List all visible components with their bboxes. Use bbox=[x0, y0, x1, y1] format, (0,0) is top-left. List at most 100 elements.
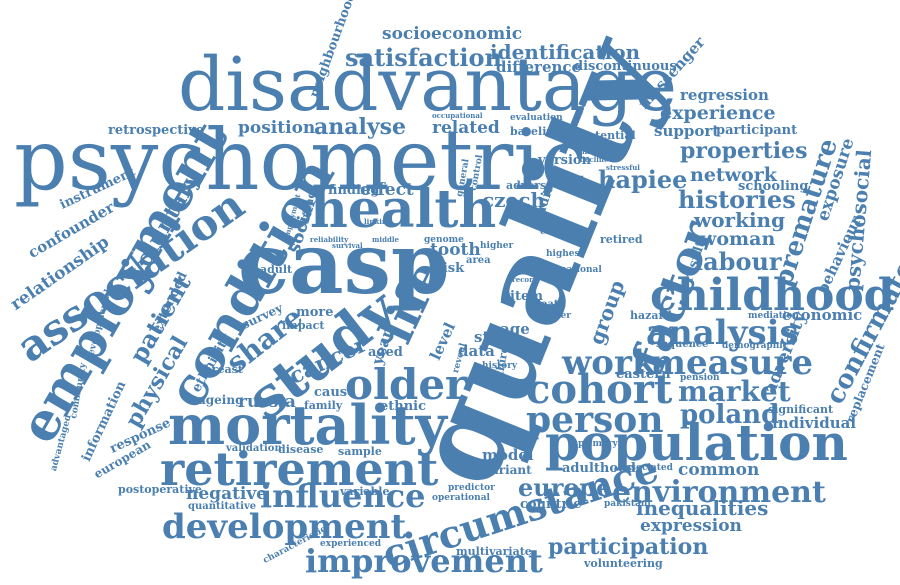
word-cluster: cluster bbox=[540, 227, 576, 237]
word-tooth: tooth bbox=[430, 240, 481, 260]
word-evaluation: evaluation bbox=[510, 113, 563, 123]
word-ageing: ageing bbox=[198, 393, 244, 407]
word-family: family bbox=[304, 399, 343, 412]
word-measure: measure bbox=[650, 343, 814, 383]
word-baseline: baseline bbox=[510, 125, 562, 138]
word-health: health bbox=[310, 179, 497, 240]
word-difference: difference bbox=[496, 58, 582, 76]
word-highest: highest bbox=[546, 249, 584, 259]
word-adverse: adverse bbox=[506, 179, 554, 192]
word-russia: russia bbox=[238, 392, 296, 412]
word-czech: czech bbox=[482, 188, 545, 212]
word-ethnic: ethnic bbox=[380, 399, 427, 414]
word-related: related bbox=[432, 118, 500, 138]
word-negative: negative bbox=[186, 484, 268, 504]
word-labour: labour bbox=[694, 247, 782, 276]
word-variant: variant bbox=[484, 463, 532, 477]
word-pakistani: pakistani bbox=[604, 499, 651, 509]
word-mediation: mediation bbox=[748, 311, 799, 321]
word-model: model bbox=[482, 446, 534, 464]
word-eastern: eastern bbox=[616, 367, 671, 382]
word-retired: retired bbox=[600, 233, 643, 246]
word-genome: genome bbox=[424, 235, 464, 245]
word-participation: participation bbox=[548, 534, 709, 560]
word-market: market bbox=[678, 375, 791, 408]
word-volunteering: volunteering bbox=[584, 557, 663, 570]
word-breast: breast bbox=[204, 363, 243, 376]
word-sequence: sequence bbox=[656, 339, 709, 350]
word-important: important bbox=[582, 147, 622, 156]
word-participant: participant bbox=[716, 123, 798, 138]
word-impact: impact bbox=[282, 319, 325, 332]
word-finding: finding bbox=[328, 183, 380, 198]
word-schooling: schooling bbox=[738, 179, 809, 194]
word-woman: woman bbox=[700, 228, 776, 250]
word-primary: primary bbox=[578, 439, 618, 449]
word-version: version bbox=[538, 153, 592, 168]
word-adult: adult bbox=[260, 263, 293, 276]
word-position: position bbox=[238, 118, 316, 138]
word-age: age bbox=[500, 320, 530, 338]
word-decline: decline bbox=[580, 155, 609, 164]
word-development: development bbox=[162, 507, 407, 547]
word-cohort: cohort bbox=[526, 366, 673, 413]
word-working: working bbox=[694, 208, 786, 232]
word-childhood: childhood bbox=[650, 270, 895, 321]
word-pension: pension bbox=[680, 373, 720, 383]
word-countrie: countrie bbox=[520, 497, 582, 512]
word-experienced: experienced bbox=[320, 539, 382, 549]
word-demographic: demographic bbox=[722, 341, 789, 351]
word-inequalities: inequalities bbox=[636, 496, 769, 520]
word-operational: operational bbox=[432, 493, 490, 503]
word-expression: expression bbox=[640, 516, 742, 536]
word-variable: variable bbox=[340, 485, 390, 498]
word-stressful: stressful bbox=[606, 163, 640, 172]
word-higher: higher bbox=[480, 241, 514, 251]
word-economic: economic bbox=[782, 306, 863, 324]
word-postoperative: postoperative bbox=[118, 483, 202, 496]
word-poland: poland bbox=[680, 400, 780, 430]
word-disease: disease bbox=[278, 443, 324, 456]
word-regression: regression bbox=[680, 86, 769, 104]
word-improvement: improvement bbox=[305, 542, 543, 580]
word-common: common bbox=[678, 460, 760, 480]
word-retirement: retirement bbox=[160, 442, 439, 496]
word-risk: risk bbox=[436, 261, 465, 276]
word-occupational: occupational bbox=[432, 111, 483, 120]
word-record: record bbox=[512, 275, 538, 284]
word-history: history bbox=[482, 361, 518, 371]
word-reliability: reliability bbox=[310, 235, 349, 244]
word-work: work bbox=[562, 343, 656, 383]
word-data: data bbox=[458, 342, 495, 360]
word-associated: associated bbox=[620, 463, 673, 473]
word-retrospective: retrospective bbox=[108, 123, 205, 138]
word-potential: potential bbox=[580, 129, 636, 142]
word-predictor: predictor bbox=[448, 483, 495, 493]
word-significant: significant bbox=[768, 403, 834, 416]
word-influence: influence bbox=[260, 477, 426, 515]
word-experience: experience bbox=[660, 102, 776, 124]
word-casp: casp bbox=[238, 214, 450, 313]
word-histories: histories bbox=[678, 185, 796, 214]
word-cause: cause bbox=[314, 385, 356, 400]
word-adulthood: adulthood bbox=[562, 461, 636, 476]
word-europe: europe bbox=[518, 473, 612, 502]
word-effect: effect bbox=[360, 180, 414, 200]
word-analysis: analysis bbox=[646, 313, 799, 353]
word-validation: validation bbox=[226, 443, 282, 454]
word-national: national bbox=[560, 265, 602, 275]
word-socioeconomic: socioeconomic bbox=[382, 24, 523, 44]
word-hapiee: hapiee bbox=[598, 165, 688, 194]
word-linking: linking bbox=[364, 217, 392, 226]
word-environment: environment bbox=[612, 475, 826, 510]
word-item: item bbox=[510, 289, 543, 304]
word-area: area bbox=[466, 255, 491, 266]
word-person: person bbox=[526, 399, 664, 441]
word-hazard: hazard bbox=[630, 309, 672, 322]
word-discontinuous: discontinuous bbox=[574, 59, 677, 74]
word-sample: sample bbox=[338, 445, 382, 458]
word-identification: identification bbox=[490, 40, 641, 64]
word-properties: properties bbox=[680, 138, 808, 164]
word-analyse: analyse bbox=[314, 114, 407, 140]
